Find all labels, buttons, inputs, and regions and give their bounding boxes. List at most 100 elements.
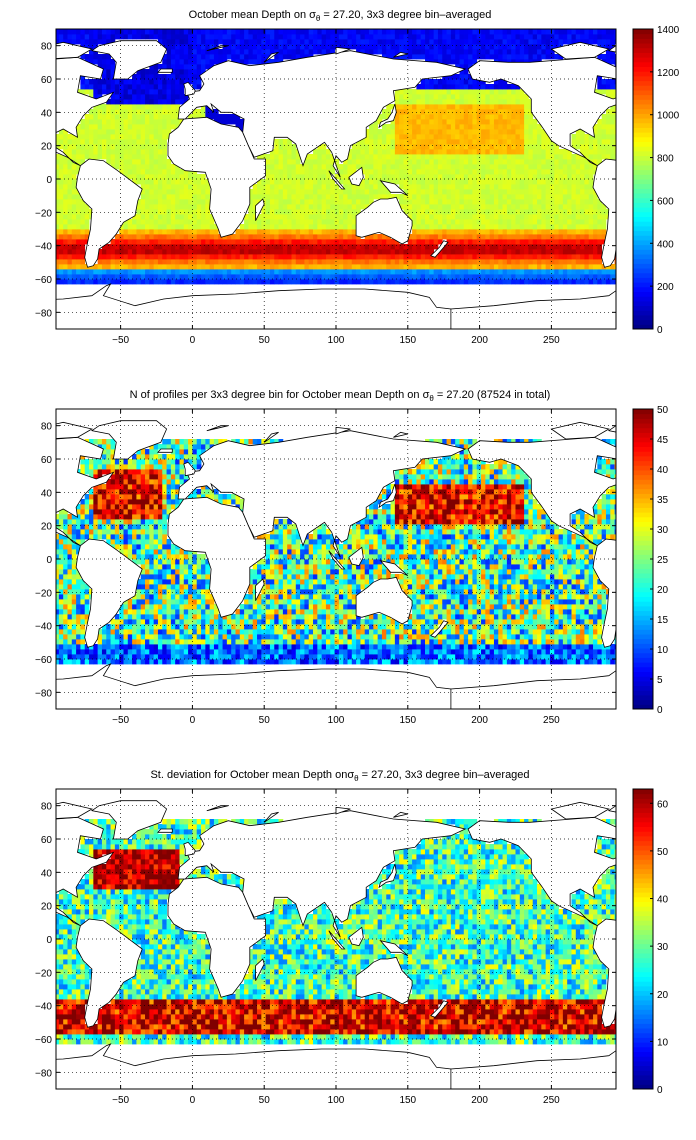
heatmap-cell [106,149,111,155]
heatmap-cell [127,244,133,250]
heatmap-cell [71,149,77,155]
heatmap-cell [213,249,219,255]
heatmap-cell [416,189,422,195]
heatmap-cell [485,29,491,35]
heatmap-cell [463,164,469,170]
heatmap-cell [119,274,124,280]
heatmap-cell [235,269,241,275]
heatmap-cell [295,189,301,195]
heatmap-cell [588,189,594,195]
heatmap-cell [481,129,486,135]
heatmap-cell [502,194,508,200]
heatmap-cell [196,29,202,35]
heatmap-cell [265,49,271,55]
heatmap-cell [588,29,594,35]
heatmap-cell [300,214,305,220]
heatmap-cell [244,44,249,50]
heatmap-cell [317,279,323,285]
heatmap-cell [278,229,284,235]
heatmap-cell [321,264,327,270]
heatmap-cell [416,94,422,100]
heatmap-cell [416,259,422,265]
heatmap-cell [188,219,193,225]
heatmap-cell [252,269,258,275]
heatmap-cells [56,29,616,285]
heatmap-cell [226,234,232,240]
heatmap-cell [399,94,404,100]
heatmap-cell [291,39,297,45]
heatmap-cell [425,44,430,50]
heatmap-cell [463,259,469,265]
heatmap-cell [420,279,426,285]
heatmap-cell [468,124,473,130]
colorbar-segment [633,61,653,67]
heatmap-cell [476,159,482,165]
colorbar-tick-label: 1000 [657,111,680,122]
heatmap-cell [425,249,430,255]
heatmap-cell [162,104,167,110]
heatmap-cell [157,269,163,275]
heatmap-cell [442,89,447,95]
heatmap-cell [597,214,603,220]
heatmap-cell [67,149,73,155]
heatmap-cell [394,44,400,50]
heatmap-cell [377,279,383,285]
heatmap-cell [140,259,146,265]
heatmap-cell [63,209,68,215]
heatmap-cell [218,264,223,270]
heatmap-cell [476,194,482,200]
heatmap-cell [183,94,189,100]
heatmap-cell [493,99,499,105]
heatmap-cell [201,179,206,185]
heatmap-cell [532,134,538,140]
heatmap-cell [468,74,473,80]
heatmap-cell [390,194,396,200]
heatmap-cell [140,124,146,130]
heatmap-cell [524,149,529,155]
heatmap-cell [597,274,603,280]
heatmap-cell [489,39,495,45]
heatmap-cell [442,179,447,185]
heatmap-cell [489,194,495,200]
landmass [430,240,449,258]
heatmap-cell [235,264,241,270]
heatmap-cell [356,259,361,265]
heatmap-cell [321,279,327,285]
heatmap-cell [140,89,146,95]
heatmap-cell [106,129,111,135]
heatmap-cell [610,109,615,115]
heatmap-cell [317,29,323,35]
heatmap-cell [511,264,516,270]
heatmap-cell [364,159,370,165]
heatmap-cell [153,129,159,135]
heatmap-cell [519,219,525,225]
heatmap-cell [511,199,516,205]
heatmap-cell [244,34,249,40]
heatmap-cell [364,249,370,255]
heatmap-cell [463,234,469,240]
heatmap-cell [541,154,547,160]
heatmap-cell [218,49,223,55]
heatmap-cell [493,144,499,150]
heatmap-cell [343,269,348,275]
heatmap-cell [209,44,215,50]
heatmap-cell [196,259,202,265]
heatmap-cell [524,249,529,255]
heatmap-cell [317,44,323,50]
heatmap-cell [252,189,258,195]
heatmap-cell [261,189,267,195]
heatmap-cell [71,169,77,175]
heatmap-cell [205,34,211,40]
heatmap-cell [132,244,137,250]
landmass [157,68,173,73]
heatmap-cell [76,209,81,215]
heatmap-cell [481,249,486,255]
colorbar-segment [633,179,653,185]
heatmap-cell [274,179,279,185]
heatmap-cell [261,239,267,245]
heatmap-cell [485,99,491,105]
heatmap-cell [446,169,452,175]
panel-profile-count: N of profiles per 3x3 degree bin for Oct… [0,380,696,760]
heatmap-cell [257,34,262,40]
heatmap-cell [127,219,133,225]
